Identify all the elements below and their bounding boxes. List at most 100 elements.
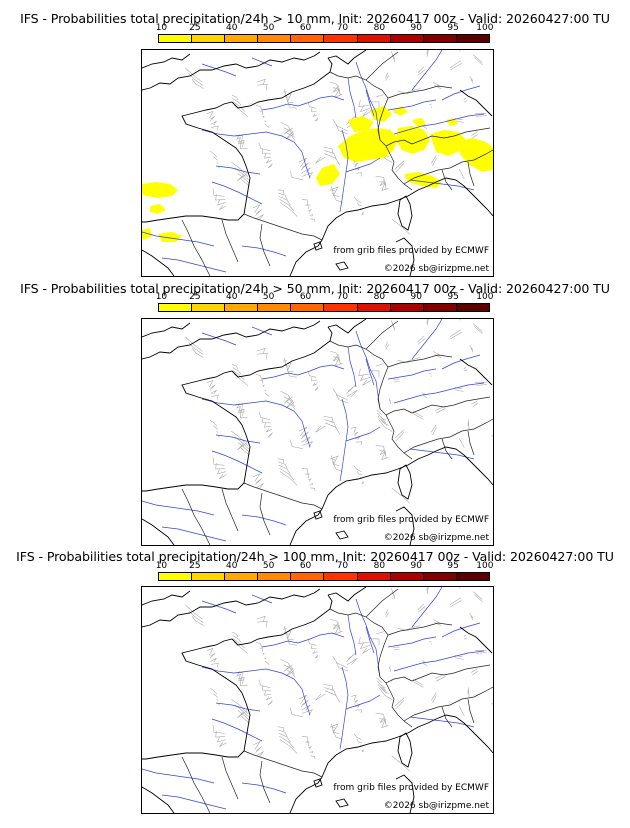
department-line — [219, 205, 227, 211]
department-line — [300, 431, 309, 440]
department-line — [255, 214, 264, 220]
department-line — [332, 622, 340, 630]
department-line — [298, 694, 308, 705]
department-line — [266, 159, 272, 164]
department-line — [255, 746, 262, 753]
colorbar-tick-label: 50 — [262, 292, 275, 302]
department-line — [289, 439, 303, 449]
department-line — [278, 464, 291, 475]
department-line — [308, 477, 312, 482]
department-line — [408, 357, 421, 361]
department-line — [454, 120, 464, 123]
department-line — [463, 366, 467, 370]
department-line — [267, 432, 273, 438]
colorbar-segment — [357, 304, 391, 311]
country-border-line — [243, 750, 323, 778]
coastline — [335, 530, 349, 540]
river-line — [211, 450, 263, 474]
department-line — [474, 649, 487, 651]
department-line — [426, 50, 429, 57]
country-border-line — [411, 127, 491, 145]
department-line — [289, 170, 303, 180]
department-line — [324, 419, 337, 429]
country-border-line — [385, 682, 413, 728]
department-line — [361, 481, 365, 485]
department-line — [233, 638, 245, 649]
department-line — [301, 468, 309, 476]
department-line — [255, 374, 263, 381]
copyright-credit: ©2026 sb@irizpme.net — [383, 264, 489, 274]
department-line — [377, 416, 389, 427]
department-line — [330, 455, 337, 461]
colorbar-segment — [423, 304, 457, 311]
department-line — [323, 684, 334, 691]
department-line — [266, 696, 272, 701]
department-line — [432, 426, 437, 436]
department-line — [279, 468, 295, 481]
coastline — [397, 195, 413, 231]
department-line — [264, 124, 270, 129]
department-line — [237, 442, 248, 451]
department-line — [346, 389, 358, 398]
river-line — [142, 500, 215, 516]
department-line — [285, 399, 294, 409]
department-line — [385, 612, 389, 618]
department-line — [283, 127, 295, 138]
department-line — [376, 631, 384, 635]
department-line — [206, 647, 214, 656]
department-line — [232, 367, 242, 375]
source-credit: from grib files provided by ECMWF — [333, 246, 489, 256]
department-line — [379, 448, 386, 455]
colorbar-segment — [159, 35, 193, 42]
country-border-line — [403, 418, 493, 454]
department-line — [266, 428, 272, 433]
department-line — [450, 332, 462, 340]
rivers — [142, 587, 485, 810]
colorbar-tick-label: 70 — [336, 292, 349, 302]
colorbar-bar — [158, 303, 490, 312]
department-line — [238, 137, 245, 145]
department-line — [191, 616, 204, 626]
coastline — [335, 261, 349, 271]
department-line — [255, 478, 262, 485]
department-line — [430, 375, 432, 377]
department-line — [362, 647, 372, 654]
department-line — [391, 218, 411, 235]
department-line — [255, 483, 264, 489]
department-line — [474, 57, 483, 66]
coastline — [181, 594, 333, 752]
country-border-line — [403, 149, 493, 185]
department-line — [285, 628, 291, 635]
department-line — [213, 425, 218, 430]
colorbar-labels: 10 25 40 50 60 70 80 90 95 100 — [156, 23, 494, 34]
department-line — [301, 436, 311, 443]
department-line — [279, 739, 298, 754]
map-svg — [142, 50, 493, 276]
department-line — [219, 742, 227, 748]
department-line — [422, 662, 428, 666]
department-line — [380, 686, 388, 694]
department-line — [305, 204, 310, 210]
department-line — [474, 594, 483, 603]
department-line — [240, 178, 250, 187]
colorbar-tick-label: 70 — [336, 561, 349, 571]
department-line — [329, 186, 339, 197]
colorbar: 10 25 40 50 60 70 80 90 95 100 — [156, 23, 494, 50]
department-line — [385, 72, 388, 79]
department-line — [469, 76, 474, 82]
department-line — [376, 94, 384, 98]
department-line — [395, 431, 405, 442]
department-line — [252, 204, 261, 213]
department-line — [351, 694, 357, 701]
colorbar-tick-label: 80 — [373, 23, 386, 33]
department-line — [449, 597, 461, 605]
department-line — [474, 381, 487, 383]
colorbar-segment — [258, 35, 292, 42]
department-line — [334, 625, 343, 635]
department-line — [434, 353, 442, 358]
department-line — [256, 347, 266, 354]
department-line — [459, 319, 461, 321]
colorbar-segment — [423, 573, 457, 580]
department-line — [236, 671, 242, 677]
department-line — [286, 364, 294, 372]
